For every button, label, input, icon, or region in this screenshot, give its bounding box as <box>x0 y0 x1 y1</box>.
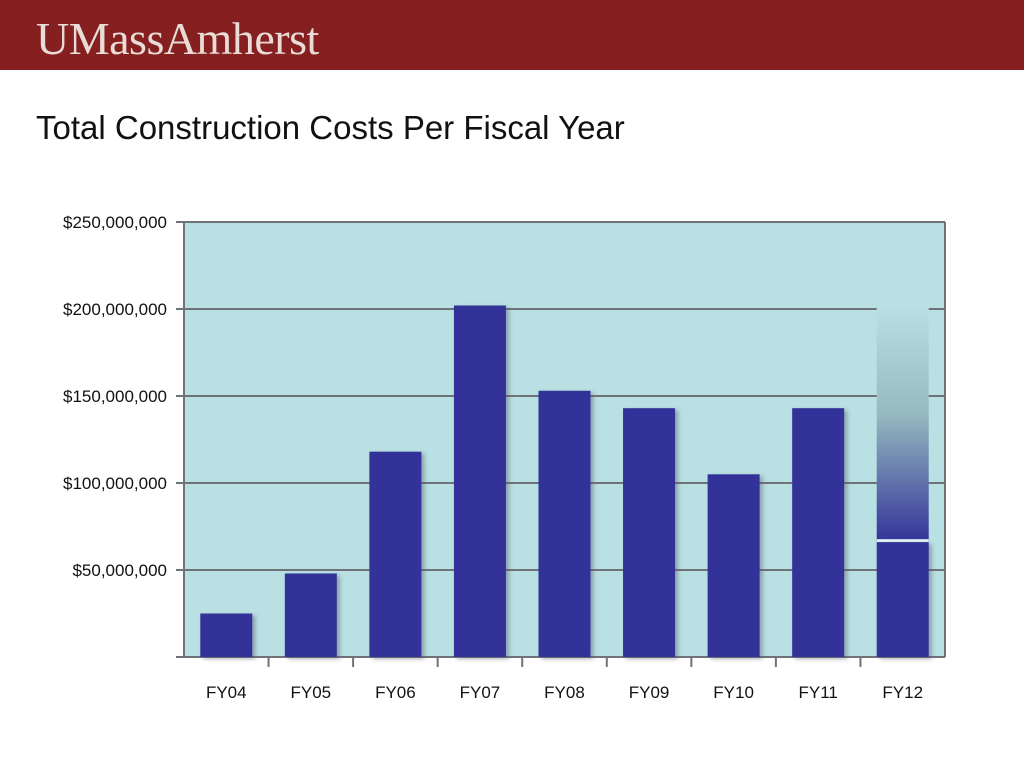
umass-amherst-logo: UMassAmherst <box>36 13 319 64</box>
y-tick-label: $50,000,000 <box>72 561 167 580</box>
bar-fy04 <box>200 613 253 657</box>
bar-fy11 <box>792 408 845 657</box>
x-tick-label: FY09 <box>629 683 670 702</box>
bar-fy09 <box>623 408 676 657</box>
header-banner: UMassAmherst <box>0 0 1024 70</box>
x-tick-label: FY04 <box>206 683 247 702</box>
page-title: Total Construction Costs Per Fiscal Year <box>36 109 625 146</box>
x-tick-label: FY07 <box>460 683 501 702</box>
bar-fy12-divider <box>876 539 929 543</box>
bar-fy08 <box>538 390 591 657</box>
y-tick-label: $200,000,000 <box>63 300 167 319</box>
x-tick-label: FY11 <box>798 683 837 702</box>
bar-fy07 <box>453 305 506 657</box>
y-tick-label: $250,000,000 <box>63 213 167 232</box>
bar-fy06 <box>369 451 422 657</box>
bar-fy10 <box>707 474 760 657</box>
x-tick-label: FY08 <box>544 683 585 702</box>
bar-fy12 <box>876 542 929 657</box>
y-tick-label: $150,000,000 <box>63 387 167 406</box>
x-tick-label: FY05 <box>291 683 332 702</box>
bar-fy05 <box>284 573 337 657</box>
x-tick-label: FY10 <box>713 683 754 702</box>
x-tick-label: FY12 <box>882 683 923 702</box>
y-tick-label: $100,000,000 <box>63 474 167 493</box>
x-tick-label: FY06 <box>375 683 416 702</box>
bar-fy12-projection <box>876 305 929 543</box>
